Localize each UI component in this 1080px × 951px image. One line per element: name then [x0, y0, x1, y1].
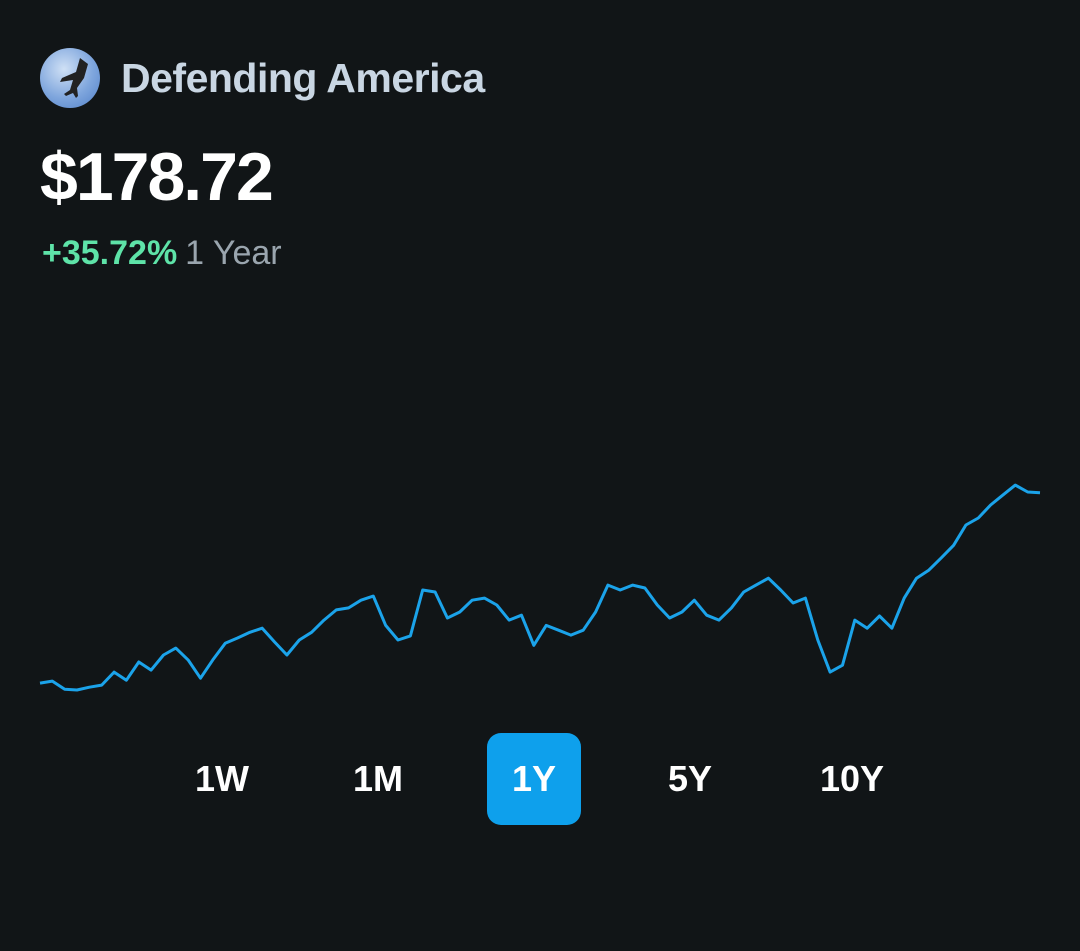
range-1y-button[interactable]: 1Y	[487, 733, 581, 825]
fund-header: Defending America	[40, 48, 485, 108]
price-change: +35.72% 1 Year	[42, 234, 282, 273]
range-5y-button[interactable]: 5Y	[667, 758, 713, 799]
fund-avatar-jet-icon	[40, 48, 100, 108]
chart-price-line	[39, 483, 1041, 692]
time-range-selector: 1W 1M 1Y 5Y 10Y	[0, 733, 1080, 825]
range-10y-button[interactable]: 10Y	[819, 758, 885, 799]
chart-area-fill	[40, 485, 1040, 690]
fund-name: Defending America	[121, 54, 485, 101]
price-chart	[39, 483, 1041, 692]
change-percent: +35.72%	[42, 234, 178, 272]
fund-price: $178.72	[40, 139, 274, 215]
change-period: 1 Year	[185, 234, 282, 272]
range-1w-button[interactable]: 1W	[195, 758, 249, 799]
range-1m-button[interactable]: 1M	[352, 758, 403, 799]
